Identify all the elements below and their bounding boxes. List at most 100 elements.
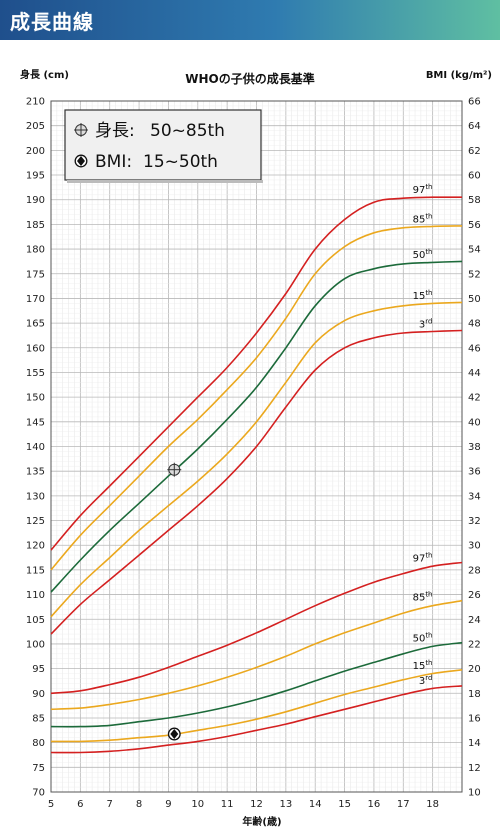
y-right-tick-label: 40 [468,417,481,428]
x-tick-label: 18 [426,799,439,810]
y-right-tick-label: 22 [468,639,481,650]
y-left-tick-label: 95 [32,664,45,675]
y-left-tick-label: 180 [26,245,45,256]
y-right-tick-label: 64 [468,121,481,132]
y-left-tick-label: 165 [26,319,45,330]
height-curve-97th [50,196,463,551]
legend-label-0: 身長: [95,121,135,141]
y-right-tick-label: 60 [468,171,481,182]
height-label-97th: 97th [413,183,433,196]
height-curve-85th [50,225,463,571]
y-left-tick-label: 70 [32,788,45,799]
data-points [167,462,182,741]
bmi-label-50th: 50th [413,632,433,645]
bmi-curve-85th [50,599,463,711]
y-right-tick-label: 16 [468,713,481,724]
y-right-tick-label: 52 [468,269,481,280]
bmi-label-97th: 97th [413,551,433,564]
height-label-85th: 85th [413,212,433,225]
bmi-curve-3rd [50,685,463,754]
height-label-3rd: 3rd [419,317,433,330]
x-tick-label: 7 [107,799,113,810]
y-left-tick-label: 210 [26,97,45,108]
y-right-tick-label: 12 [468,763,481,774]
y-left-tick-label: 145 [26,417,45,428]
x-tick-label: 17 [397,799,410,810]
height-curve-3rd [50,329,463,635]
percentile-curves: 97th 85th 50th 15th 3rd 97th 85th 50th 15th 3rd [50,183,463,754]
legend-icon-bmi [74,154,88,168]
bmi-point [167,727,181,741]
x-tick-label: 13 [279,799,292,810]
height-curve-15th [50,301,463,618]
y-right-tick-label: 14 [468,738,481,749]
tick-labels: 7075808590951001051101151201251301351401… [26,97,481,811]
x-axis-title: 年齢(歳) [242,815,281,828]
y-left-tick-label: 125 [26,516,45,527]
y-left-tick-label: 175 [26,269,45,280]
y-right-tick-label: 62 [468,146,481,157]
x-tick-label: 11 [221,799,234,810]
y-left-tick-label: 205 [26,121,45,132]
bmi-curve-50th [50,641,463,728]
x-tick-label: 8 [136,799,142,810]
y-left-tick-label: 115 [26,565,45,576]
height-curve-50th [50,260,463,593]
y-right-tick-label: 42 [468,393,481,404]
plot-frame [50,100,463,793]
legend-box [64,109,262,181]
y-left-tick-label: 170 [26,294,45,305]
grid [50,100,463,793]
y-left-tick-label: 190 [26,195,45,206]
growth-chart: WHOの子供の成長基準 身長 (cm) BMI (kg/m²) 年齢(歳) 97… [20,68,492,828]
y-right-tick-label: 26 [468,590,481,601]
y-left-tick-label: 200 [26,146,45,157]
y-right-tick-label: 34 [468,491,481,502]
marker-diamond [170,729,179,740]
x-tick-label: 14 [309,799,322,810]
y-left-tick-label: 80 [32,738,45,749]
y-right-tick-label: 54 [468,245,481,256]
y-right-tick-label: 24 [468,615,481,626]
height-label-15th: 15th [413,289,433,302]
y-right-tick-label: 46 [468,343,481,354]
page-title: 成長曲線 [10,10,94,34]
y-left-tick-label: 110 [26,590,45,601]
y-right-tick-label: 44 [468,368,481,379]
y-left-tick-label: 140 [26,442,45,453]
bmi-curve-15th [50,669,463,743]
y-right-tick-label: 36 [468,467,481,478]
legend-value-0: 50~85th [150,121,225,141]
y-left-tick-label: 135 [26,467,45,478]
y-left-tick-label: 195 [26,171,45,182]
bmi-label-85th: 85th [413,591,433,604]
y-right-tick-label: 48 [468,319,481,330]
y-left-tick-label: 130 [26,491,45,502]
y-right-tick-label: 32 [468,516,481,527]
y-right-tick-label: 30 [468,541,481,552]
y-right-tick-label: 66 [468,97,481,108]
y-left-tick-label: 160 [26,343,45,354]
x-tick-label: 16 [368,799,381,810]
y-left-tick-label: 120 [26,541,45,552]
height-label-50th: 50th [413,248,433,261]
legend: 身長: 50~85th BMI: 15~50th [64,109,263,183]
bmi-label-15th: 15th [413,659,433,672]
y-right-tick-label: 50 [468,294,481,305]
x-tick-label: 9 [165,799,171,810]
chart-title: WHOの子供の成長基準 [185,71,314,86]
x-tick-label: 15 [338,799,351,810]
legend-icon-height [74,123,88,137]
y-left-tick-label: 90 [32,689,45,700]
y-left-tick-label: 100 [26,639,45,650]
header-bar: 成長曲線 [0,0,500,40]
legend-label-1: BMI: [95,152,132,172]
x-tick-label: 6 [77,799,83,810]
y-left-tick-label: 150 [26,393,45,404]
marker-diamond [77,156,85,166]
y-right-tick-label: 10 [468,788,481,799]
y-left-tick-label: 155 [26,368,45,379]
x-tick-label: 12 [250,799,263,810]
y-axis-right-title: BMI (kg/m²) [426,70,492,81]
legend-shadow [67,180,263,183]
